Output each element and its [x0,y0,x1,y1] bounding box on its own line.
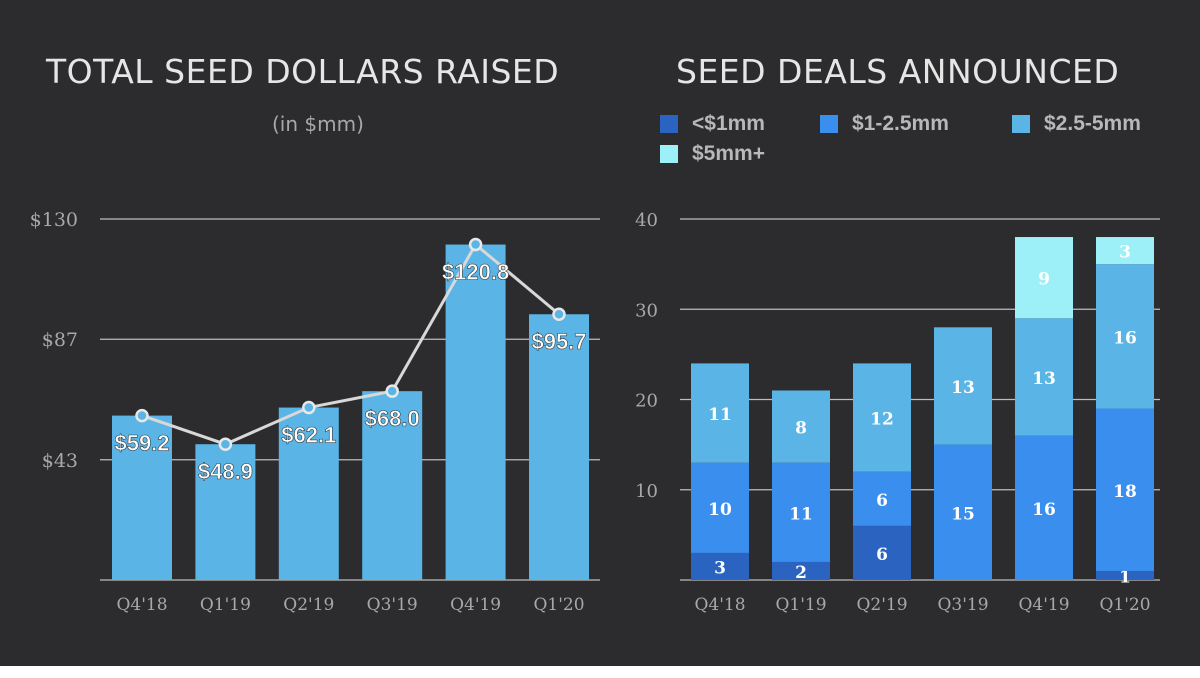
x-tick-label: Q1'19 [775,595,826,615]
right-chart-title: SEED DEALS ANNOUNCED [676,52,1120,91]
stacked-bar-segment [772,390,830,463]
data-label: 15 [951,504,975,524]
x-tick-label: Q1'20 [533,595,584,615]
legend-item: $5mm+ [660,142,765,166]
stacked-bar-segment [1096,237,1154,265]
bar [278,407,339,580]
bar [529,314,589,580]
data-label: 13 [1032,369,1056,389]
data-point [385,384,399,398]
data-label: 13 [951,378,975,398]
data-point [468,237,483,252]
legend-item: $2.5-5mm [1012,112,1141,136]
data-label: 10 [708,500,732,520]
data-label: 16 [1113,328,1137,348]
stacked-bar-segment [853,363,911,472]
data-point [135,408,149,423]
trend-line [141,242,560,446]
stacked-bar-segment [1096,408,1154,571]
bar [445,244,506,580]
legend-label: $1-2.5mm [852,112,949,135]
left-chart-title: TOTAL SEED DOLLARS RAISED [46,52,560,91]
legend-swatch [1012,115,1030,133]
data-label: 6 [876,545,888,565]
x-tick-label: Q3'19 [937,595,988,615]
stacked-bar-segment [691,552,749,580]
y-tick-label: $43 [42,450,78,472]
stacked-bar-segment [1096,264,1154,409]
data-label: 11 [708,405,732,425]
legend-label: $2.5-5mm [1044,112,1141,135]
stacked-bar-segment [934,444,992,580]
data-label: 12 [870,410,894,430]
legend-item: <$1mm [660,112,765,136]
stacked-bar-segment [1015,237,1073,319]
data-point [302,400,316,415]
data-label: $120.8 [442,260,509,285]
data-label: 2 [795,563,807,583]
data-label: $68.0 [365,406,420,431]
legend-label: <$1mm [692,112,765,135]
data-label: 3 [1119,243,1131,263]
y-tick-label: 30 [635,300,658,321]
bar [362,391,423,580]
y-tick-label: $130 [30,209,78,231]
x-tick-label: Q4'19 [1018,595,1069,615]
data-label: 1 [1119,567,1131,587]
bar [195,444,256,580]
x-tick-label: Q3'19 [367,595,418,615]
stacked-bar-segment [691,363,749,463]
legend: <$1mm $1-2.5mm $2.5-5mm $5mm+ [660,112,1180,172]
legend-item: $1-2.5mm [820,112,949,136]
stacked-bar-segment [1015,435,1073,580]
legend-swatch [660,115,678,133]
data-label: $48.9 [198,459,253,484]
data-label: 3 [714,558,726,578]
data-label: 11 [789,504,813,524]
left-chart-subtitle: (in $mm) [272,112,364,136]
y-tick-label: 10 [635,481,658,502]
data-label: $59.2 [114,431,169,456]
x-tick-label: Q4'18 [694,595,745,615]
x-tick-label: Q2'19 [856,595,907,615]
data-label: 8 [795,419,807,439]
data-point [218,437,233,451]
stacked-bar-segment [772,561,830,580]
stacked-bar-segment [1096,570,1154,580]
stacked-bar-segment [691,462,749,553]
data-label: 16 [1032,500,1056,520]
data-label: 6 [876,491,888,511]
data-point [552,307,566,321]
stacked-bar-segment [772,462,830,562]
x-tick-label: Q1'20 [1099,595,1150,615]
y-tick-label: 40 [635,210,658,231]
y-tick-label: 20 [635,391,658,412]
legend-swatch [660,145,678,163]
bar [112,415,172,580]
x-tick-label: Q4'19 [450,595,501,615]
x-tick-label: Q4'18 [116,595,167,615]
data-label: $62.1 [281,423,336,448]
y-tick-label: $87 [42,329,78,351]
stacked-bar-segment [1015,318,1073,436]
x-tick-label: Q2'19 [283,595,334,615]
stacked-bar-segment [853,525,911,580]
data-label: $95.7 [531,329,586,354]
data-label: 9 [1038,270,1050,290]
data-label: 18 [1113,482,1137,502]
legend-swatch [820,115,838,133]
stacked-bar-segment [934,327,992,445]
legend-label: $5mm+ [692,142,765,165]
x-tick-label: Q1'19 [200,595,251,615]
stacked-bar-segment [853,471,911,526]
